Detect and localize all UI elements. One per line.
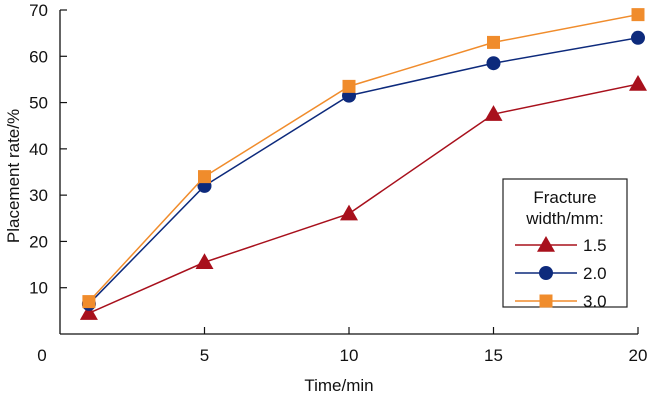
chart-ticks: 0 5 10 15 20 10 20 30 40 50 60 70 — [29, 1, 647, 365]
x-tick-label: 5 — [200, 346, 209, 365]
x-tick-label: 10 — [340, 346, 359, 365]
data-point-triangle — [629, 75, 647, 91]
y-tick-label: 50 — [29, 94, 48, 113]
legend-item-2.0: 2.0 — [515, 264, 607, 283]
chart-legend: Fracture width/mm: 1.5 2.0 3.0 — [502, 178, 628, 311]
legend-title-line-1: Fracture — [533, 188, 596, 207]
data-point-triangle — [340, 204, 358, 221]
legend-box — [502, 178, 628, 308]
data-point-circle — [631, 30, 645, 45]
legend-marker-triangle — [537, 236, 555, 252]
y-axis-label: Placement rate/% — [4, 109, 23, 243]
data-point-square — [342, 79, 356, 93]
data-point-square — [82, 295, 96, 309]
legend-item-3.0: 3.0 — [515, 292, 607, 311]
legend-marker-circle — [539, 266, 553, 280]
series-3.0 — [82, 8, 645, 309]
legend-item-1.5: 1.5 — [515, 236, 607, 255]
legend-label: 1.5 — [583, 236, 607, 255]
x-tick-label: 15 — [484, 346, 503, 365]
x-tick-label: 20 — [629, 346, 648, 365]
x-tick-label: 0 — [37, 346, 46, 365]
series-1.5 — [79, 75, 647, 320]
y-tick-label: 70 — [29, 1, 48, 20]
data-point-circle — [486, 56, 501, 71]
data-point-triangle — [484, 105, 503, 121]
y-tick-label: 30 — [29, 186, 48, 205]
legend-title-line-2: width/mm: — [525, 209, 603, 228]
legend-label: 3.0 — [583, 292, 607, 311]
chart-series — [79, 8, 647, 320]
data-point-square — [487, 35, 500, 49]
data-point-square — [631, 8, 645, 22]
y-tick-label: 60 — [29, 47, 48, 66]
data-point-triangle — [195, 253, 214, 270]
x-axis-label: Time/min — [304, 376, 373, 395]
y-tick-label: 20 — [29, 232, 48, 251]
legend-marker-square — [539, 294, 553, 308]
data-point-square — [198, 170, 211, 184]
legend-items: 1.5 2.0 3.0 — [515, 236, 607, 311]
y-tick-label: 10 — [29, 279, 48, 298]
data-point-triangle — [79, 304, 98, 320]
y-tick-label: 40 — [29, 140, 48, 159]
legend-label: 2.0 — [583, 264, 607, 283]
